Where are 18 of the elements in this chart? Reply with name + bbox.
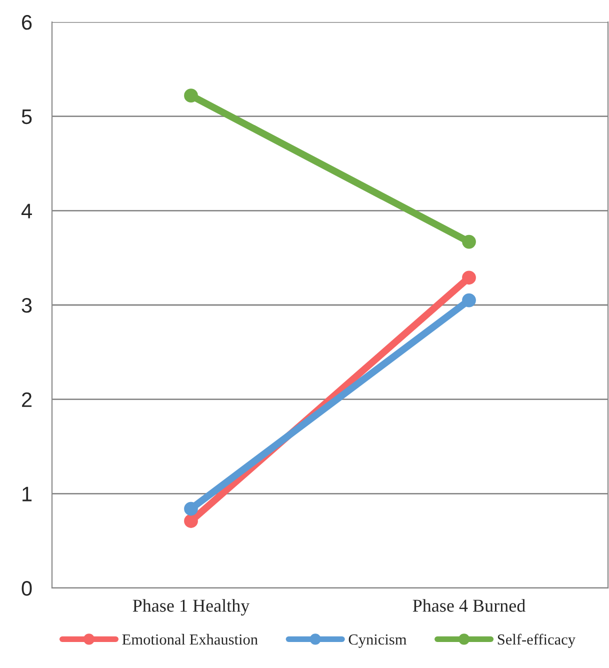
y-tick-label: 5 [22, 110, 32, 124]
y-tick-label: 1 [22, 486, 32, 502]
y-tick-label: 0 [22, 581, 32, 596]
point [184, 88, 198, 103]
legend-label: Self-efficacy [498, 634, 576, 648]
x-tick-label: Phase 4 Burned [412, 599, 526, 612]
legend-label: Emotional Exhaustion [122, 634, 258, 645]
y-tick-label: 4 [21, 204, 32, 218]
point [462, 270, 476, 285]
legend-label: Cynicism [348, 634, 407, 648]
point [184, 502, 198, 516]
point [462, 234, 476, 249]
point [462, 293, 476, 308]
y-tick-label: 2 [22, 392, 32, 407]
point [184, 514, 198, 528]
y-tick-label: 6 [22, 15, 32, 30]
y-tick-label: 3 [22, 298, 32, 313]
x-tick-label: Phase 1 Healthy [132, 599, 250, 616]
